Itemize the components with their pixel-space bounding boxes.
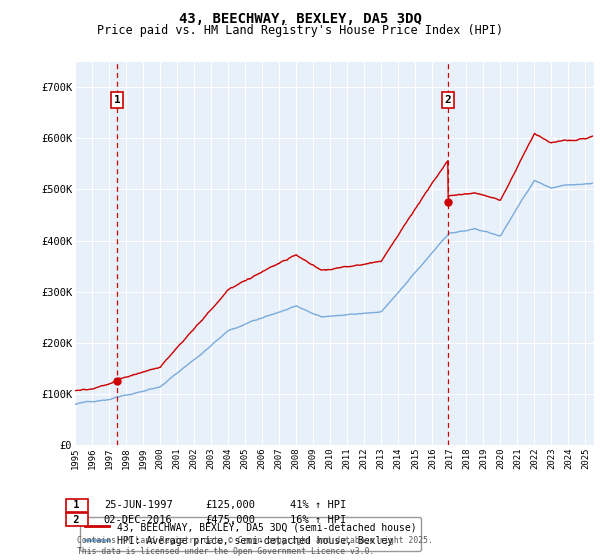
Text: £125,000: £125,000 <box>206 500 256 510</box>
Text: 2: 2 <box>67 515 86 525</box>
Text: 25-JUN-1997: 25-JUN-1997 <box>104 500 173 510</box>
Text: 16% ↑ HPI: 16% ↑ HPI <box>290 515 346 525</box>
Legend: 43, BEECHWAY, BEXLEY, DA5 3DQ (semi-detached house), HPI: Average price, semi-de: 43, BEECHWAY, BEXLEY, DA5 3DQ (semi-deta… <box>80 517 421 551</box>
Text: 43, BEECHWAY, BEXLEY, DA5 3DQ: 43, BEECHWAY, BEXLEY, DA5 3DQ <box>179 12 421 26</box>
Text: Price paid vs. HM Land Registry's House Price Index (HPI): Price paid vs. HM Land Registry's House … <box>97 24 503 37</box>
Text: 1: 1 <box>114 95 121 105</box>
Text: 2: 2 <box>445 95 451 105</box>
Text: Contains HM Land Registry data © Crown copyright and database right 2025.
This d: Contains HM Land Registry data © Crown c… <box>77 536 433 556</box>
Text: £475,000: £475,000 <box>206 515 256 525</box>
Text: 41% ↑ HPI: 41% ↑ HPI <box>290 500 346 510</box>
Text: 02-DEC-2016: 02-DEC-2016 <box>104 515 173 525</box>
Text: 1: 1 <box>67 500 86 510</box>
